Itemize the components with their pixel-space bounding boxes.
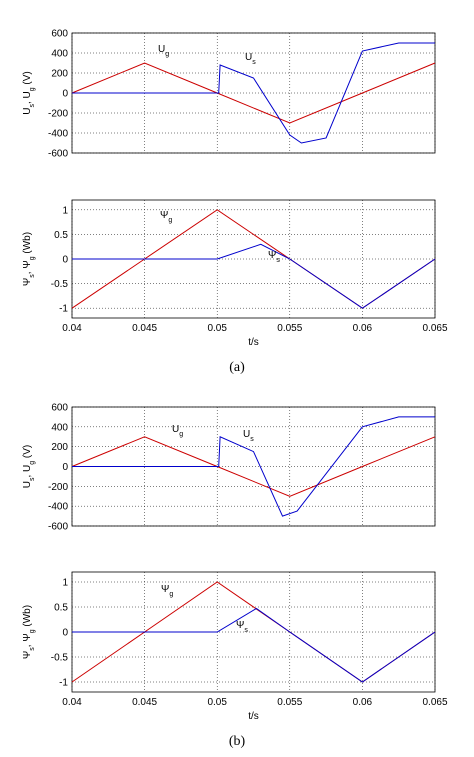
chart-2: 1 0.5 0 -0.5 -1 0.04 0.045 0.05 0.055 0.06 0.065 t/… <box>22 199 448 348</box>
series-label-g: Ψg <box>160 210 172 224</box>
y-tick-label: 200 <box>51 442 68 453</box>
series-line-g <box>71 436 436 497</box>
x-tick-label: 0.055 <box>277 697 302 708</box>
x-tick-label: 0.04 <box>62 697 82 708</box>
series-label-s: Us <box>245 52 256 66</box>
y-tick-label: -1 <box>59 304 68 315</box>
y-tick-label: 1 <box>62 578 68 589</box>
series-label-s: Ψs <box>268 250 280 264</box>
x-tick-label: 0.065 <box>422 323 447 334</box>
y-tick-label: -1 <box>59 678 68 689</box>
caption-a: (a) <box>229 360 245 375</box>
x-tick-label: 0.045 <box>132 697 157 708</box>
y-tick-label: 400 <box>51 422 68 433</box>
y-axis-label: Us, Ug (V) <box>22 71 36 115</box>
x-tick-label: 0.04 <box>62 323 82 334</box>
y-tick-label: -600 <box>48 149 68 160</box>
y-tick-label: 0 <box>62 628 68 639</box>
chart-1: 600 400 200 0 -200 -400 -600 Us, Ug (V) Ug Us <box>22 29 436 160</box>
series-label-g: Ug <box>158 44 169 58</box>
y-tick-label: -0.5 <box>51 653 69 664</box>
y-tick-label: 0 <box>62 462 68 473</box>
y-tick-label: 0.5 <box>54 603 68 614</box>
x-tick-label: 0.045 <box>132 323 157 334</box>
y-tick-label: -400 <box>48 502 68 513</box>
series-label-s: Us <box>243 429 254 443</box>
y-axis-label: Us, Ug (V) <box>22 445 36 489</box>
y-tick-label: 0 <box>62 89 68 100</box>
y-tick-label: -400 <box>48 129 68 140</box>
x-axis-label: t/s <box>248 337 259 348</box>
series-line-s <box>72 243 436 309</box>
series-line-s <box>72 42 435 144</box>
y-tick-label: 0 <box>62 255 68 266</box>
y-tick-label: 1 <box>62 205 68 216</box>
series-label-s: Ψs <box>236 620 248 634</box>
x-tick-label: 0.055 <box>277 323 302 334</box>
series-label-g: Ug <box>172 424 183 438</box>
x-tick-label: 0.065 <box>422 697 447 708</box>
y-tick-label: -200 <box>48 482 68 493</box>
chart-3: 600 400 200 0 -200 -400 -600 Us, Ug (V) Ug Us <box>22 403 436 533</box>
x-tick-label: 0.05 <box>207 697 227 708</box>
series-line-g <box>71 62 436 124</box>
x-tick-label: 0.06 <box>353 697 373 708</box>
chart-4: 1 0.5 0 -0.5 -1 0.04 0.045 0.05 0.055 0.06 0.065 t/… <box>22 571 448 722</box>
x-tick-label: 0.05 <box>207 323 227 334</box>
x-axis-label: t/s <box>248 711 259 722</box>
y-tick-label: 0.5 <box>54 230 68 241</box>
caption-b: (b) <box>229 734 246 749</box>
y-tick-label: 600 <box>51 29 68 40</box>
series-label-g: Ψg <box>161 584 173 598</box>
y-tick-label: -0.5 <box>51 279 69 290</box>
series-line-s <box>72 416 435 517</box>
y-tick-label: 600 <box>51 403 68 414</box>
y-axis-label: Ψs, Ψg (Wb) <box>22 605 36 659</box>
y-axis-label: Ψs, Ψg (Wb) <box>22 232 36 286</box>
y-tick-label: 400 <box>51 49 68 60</box>
y-tick-label: 200 <box>51 69 68 80</box>
x-tick-label: 0.06 <box>353 323 373 334</box>
y-tick-label: -600 <box>48 522 68 533</box>
series-line-s <box>72 607 436 683</box>
y-tick-label: -200 <box>48 109 68 120</box>
